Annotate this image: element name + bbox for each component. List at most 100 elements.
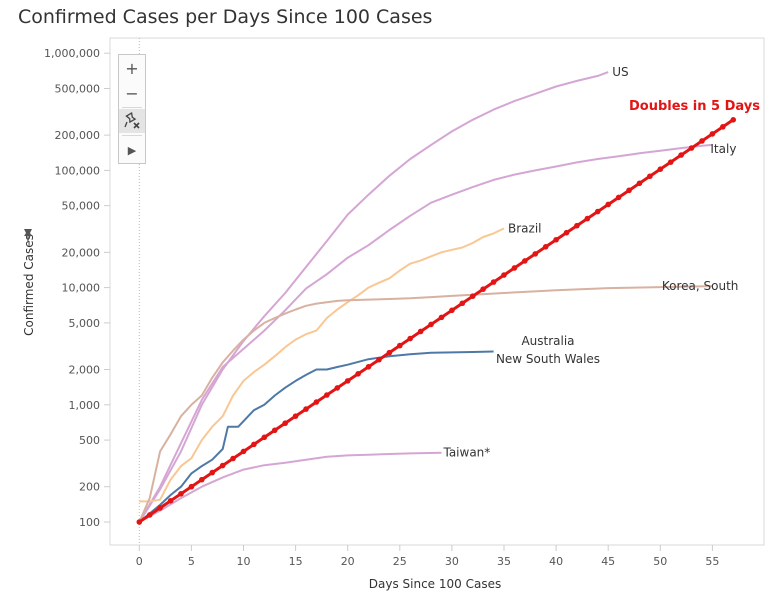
- doubling-point: [709, 131, 716, 137]
- doubling-point: [261, 434, 268, 441]
- doubling-point: [292, 413, 299, 419]
- x-tick-label: 25: [393, 555, 407, 568]
- x-tick-label: 45: [601, 555, 615, 568]
- doubling-point: [667, 159, 674, 165]
- view-toolbar: + − ▶: [118, 54, 146, 164]
- series-line-italy[interactable]: [138, 143, 713, 523]
- doubling-point: [501, 272, 507, 278]
- doubling-point: [365, 363, 372, 370]
- y-axis-label: Confirmed Cases: [22, 234, 36, 336]
- series-label-australia-new-south-wales: New South Wales: [496, 352, 600, 366]
- pin-icon[interactable]: [24, 229, 32, 241]
- plus-icon: +: [125, 59, 139, 78]
- series-line-taiwan[interactable]: [138, 451, 442, 523]
- doubling-point: [417, 328, 424, 335]
- x-tick-label: 5: [188, 555, 195, 568]
- doubling-point: [386, 349, 393, 356]
- x-tick-label: 10: [237, 555, 251, 568]
- zoom-out-button[interactable]: −: [119, 82, 145, 106]
- doubling-line-path[interactable]: [138, 118, 735, 524]
- doubling-point: [605, 201, 611, 208]
- x-tick-label: 40: [549, 555, 563, 568]
- doubling-point: [230, 455, 236, 462]
- y-tick-label: 5,000: [69, 317, 101, 330]
- doubling-point: [428, 321, 434, 328]
- doubling-point: [303, 406, 309, 412]
- doubling-point: [594, 208, 601, 215]
- series-label-australia-new-south-wales: Australia: [521, 334, 574, 348]
- series-labels: US Italy Brazil Korea, South Australia New So…: [442, 65, 760, 460]
- y-tick-label: 500: [79, 434, 100, 447]
- expand-button[interactable]: ▶: [119, 137, 145, 161]
- series-lines: [138, 71, 713, 523]
- doubling-point: [730, 116, 737, 123]
- series-line-brazil[interactable]: [139, 227, 505, 503]
- pin-reset-button[interactable]: [119, 109, 145, 133]
- series-label-brazil: Brazil: [508, 221, 542, 235]
- doubling-point: [480, 286, 486, 292]
- x-axis-label: Days Since 100 Cases: [369, 577, 501, 591]
- doubling-point: [626, 187, 632, 194]
- doubling-point: [522, 258, 528, 264]
- x-axis: 0 5 10 15 20 25 30 35 40 45 50 55: [136, 545, 719, 568]
- x-tick-label: 35: [497, 555, 511, 568]
- series-line-us[interactable]: [138, 71, 609, 523]
- doubling-line: [136, 116, 737, 525]
- doubling-point: [167, 498, 174, 504]
- doubling-point: [219, 462, 226, 469]
- doubling-point: [146, 512, 153, 518]
- doubling-point: [188, 483, 195, 490]
- doubling-point: [657, 166, 664, 172]
- doubling-point: [647, 173, 653, 180]
- doubling-point: [584, 215, 591, 222]
- series-label-us: US: [612, 65, 628, 79]
- minus-icon: −: [125, 84, 139, 103]
- doubling-point: [636, 180, 643, 187]
- zoom-in-button[interactable]: +: [119, 57, 145, 81]
- series-line-korea-south[interactable]: [138, 285, 713, 523]
- doubling-point: [699, 138, 705, 144]
- series-line-australia-new-south-wales[interactable]: [138, 350, 494, 523]
- y-tick-label: 100: [79, 516, 100, 529]
- doubling-point: [355, 371, 361, 377]
- doubling-point: [251, 441, 257, 448]
- y-tick-label: 200,000: [55, 129, 101, 142]
- chart-title: Confirmed Cases per Days Since 100 Cases: [18, 6, 433, 28]
- y-tick-label: 500,000: [55, 82, 101, 95]
- doubling-point: [678, 152, 684, 158]
- doubling-point: [532, 251, 539, 257]
- plot-area: [109, 37, 765, 546]
- doubling-point: [240, 448, 247, 455]
- y-tick-label: 20,000: [62, 246, 101, 259]
- doubling-point: [324, 392, 330, 398]
- y-tick-label: 200: [79, 481, 100, 494]
- doubling-point: [438, 314, 445, 321]
- x-tick-label: 20: [341, 555, 355, 568]
- pin-reset-icon: [124, 112, 140, 129]
- doubling-point: [449, 307, 455, 314]
- x-tick-label: 50: [653, 555, 667, 568]
- x-tick-label: 30: [445, 555, 459, 568]
- doubling-point: [688, 145, 695, 151]
- series-label-korea-south: Korea, South: [662, 279, 739, 293]
- doubling-point: [553, 236, 559, 243]
- series-label-italy: Italy: [710, 142, 736, 156]
- doubling-point: [574, 222, 580, 229]
- doubling-point: [615, 194, 622, 201]
- doubling-point: [376, 356, 382, 363]
- doubling-point: [397, 342, 403, 349]
- doubling-point: [720, 124, 726, 130]
- x-tick-label: 0: [136, 555, 143, 568]
- doubling-point: [157, 505, 163, 511]
- doubling-point: [542, 244, 549, 250]
- doubling-point: [469, 293, 476, 300]
- y-tick-label: 2,000: [69, 364, 101, 377]
- y-axis: 100 200 500 1,000 2,000 5,000 10,000 20,000 50,0…: [44, 47, 110, 529]
- doubling-point: [490, 279, 497, 285]
- doubling-point: [178, 490, 184, 497]
- doubling-point: [313, 399, 320, 405]
- series-label-doubles-in-5-days: Doubles in 5 Days: [629, 99, 760, 114]
- doubling-point: [459, 300, 466, 307]
- doubling-point: [209, 469, 216, 476]
